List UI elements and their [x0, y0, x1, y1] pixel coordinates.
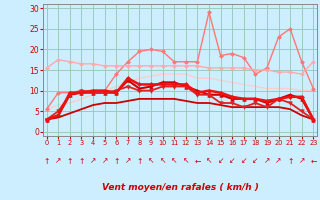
- Text: ↑: ↑: [78, 156, 85, 166]
- Text: ↑: ↑: [113, 156, 119, 166]
- Text: Vent moyen/en rafales ( km/h ): Vent moyen/en rafales ( km/h ): [101, 183, 259, 192]
- Text: ↖: ↖: [159, 156, 166, 166]
- Text: ↙: ↙: [229, 156, 235, 166]
- Text: ↗: ↗: [90, 156, 96, 166]
- Text: ↗: ↗: [275, 156, 282, 166]
- Text: ↖: ↖: [148, 156, 154, 166]
- Text: ↙: ↙: [217, 156, 224, 166]
- Text: ←: ←: [194, 156, 201, 166]
- Text: ↗: ↗: [55, 156, 61, 166]
- Text: ←: ←: [310, 156, 316, 166]
- Text: ↖: ↖: [183, 156, 189, 166]
- Text: ↖: ↖: [171, 156, 177, 166]
- Text: ↗: ↗: [299, 156, 305, 166]
- Text: ↗: ↗: [264, 156, 270, 166]
- Text: ↑: ↑: [136, 156, 143, 166]
- Text: ↗: ↗: [125, 156, 131, 166]
- Text: ↑: ↑: [44, 156, 50, 166]
- Text: ↑: ↑: [67, 156, 73, 166]
- Text: ↖: ↖: [206, 156, 212, 166]
- Text: ↑: ↑: [287, 156, 293, 166]
- Text: ↙: ↙: [252, 156, 259, 166]
- Text: ↙: ↙: [241, 156, 247, 166]
- Text: ↗: ↗: [101, 156, 108, 166]
